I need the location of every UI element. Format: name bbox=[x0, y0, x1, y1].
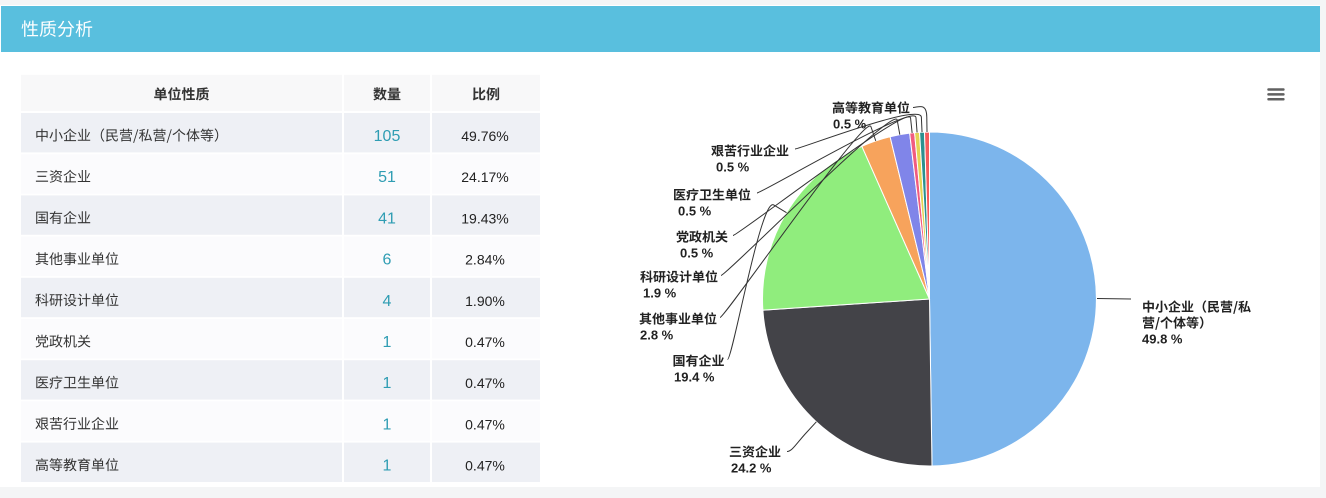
svg-text:1.9 %: 1.9 % bbox=[643, 286, 677, 301]
svg-text:0.47%: 0.47% bbox=[465, 375, 505, 391]
svg-text:0.5 %: 0.5 % bbox=[833, 117, 867, 132]
svg-text:41: 41 bbox=[378, 210, 396, 227]
svg-text:49.8 %: 49.8 % bbox=[1142, 332, 1183, 347]
svg-text:2.8 %: 2.8 % bbox=[640, 328, 674, 343]
svg-text:24.2 %: 24.2 % bbox=[731, 461, 772, 476]
svg-text:0.5 %: 0.5 % bbox=[678, 204, 712, 219]
svg-text:19.4 %: 19.4 % bbox=[674, 370, 715, 385]
svg-text:0.5 %: 0.5 % bbox=[716, 160, 750, 175]
svg-text:1: 1 bbox=[383, 334, 392, 351]
svg-text:1.90%: 1.90% bbox=[465, 293, 505, 309]
svg-text:51: 51 bbox=[378, 169, 396, 186]
svg-text:105: 105 bbox=[374, 128, 401, 145]
svg-text:2.84%: 2.84% bbox=[465, 252, 505, 268]
svg-text:6: 6 bbox=[383, 252, 392, 269]
svg-text:4: 4 bbox=[383, 293, 392, 310]
svg-text:0.5 %: 0.5 % bbox=[680, 246, 714, 261]
svg-text:49.76%: 49.76% bbox=[461, 128, 508, 144]
svg-text:1: 1 bbox=[383, 458, 392, 475]
svg-text:0.47%: 0.47% bbox=[465, 334, 505, 350]
svg-text:19.43%: 19.43% bbox=[461, 210, 508, 226]
svg-text:1: 1 bbox=[383, 416, 392, 433]
svg-text:0.47%: 0.47% bbox=[465, 458, 505, 474]
svg-text:0.47%: 0.47% bbox=[465, 416, 505, 432]
svg-text:1: 1 bbox=[383, 375, 392, 392]
svg-text:24.17%: 24.17% bbox=[461, 169, 508, 185]
